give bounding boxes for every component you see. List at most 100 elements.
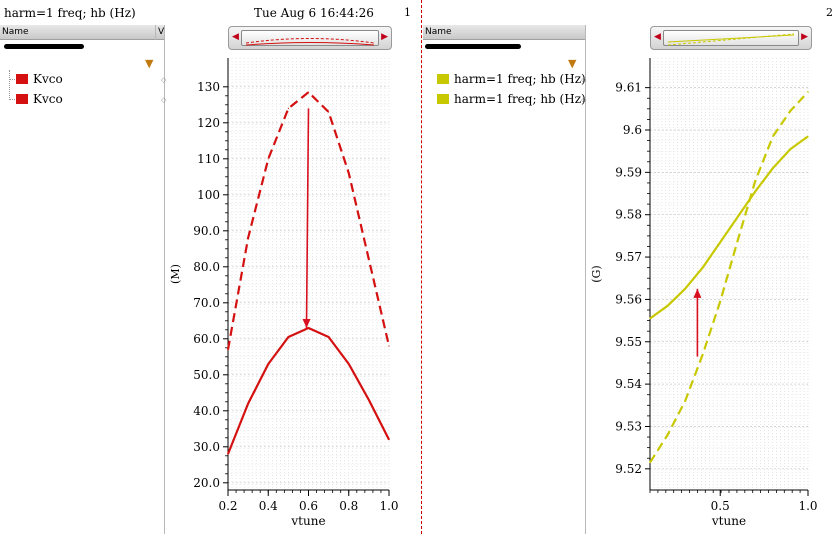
y-tick-label: 40.0 (193, 404, 220, 418)
legend-item-kvco-1[interactable]: Kvco (16, 72, 63, 86)
overview-scrollbar-1[interactable]: ◀ ▶ (228, 26, 392, 50)
data-point (328, 111, 330, 113)
data-point (287, 107, 289, 109)
scroll-right-icon[interactable]: ▶ (801, 32, 808, 42)
y-tick-label: 100 (197, 188, 220, 202)
name-column-header[interactable]: Name (425, 27, 452, 37)
legend-swatch (16, 74, 28, 84)
list-header-1[interactable]: Name V (0, 25, 164, 40)
frequency-chart[interactable]: 9.52 9.53 9.54 9.55 9.56 9.57 9.58 9.59 9.6 9.61 0… (586, 50, 836, 534)
data-point (348, 172, 350, 174)
data-point (666, 434, 669, 436)
annotation-arrow (305, 108, 310, 329)
filter-icon[interactable]: ▼ (568, 57, 577, 70)
dot-icon: ◇ (581, 96, 587, 104)
list-panel-border-2[interactable] (585, 25, 586, 534)
y-tick-label: 50.0 (193, 368, 220, 382)
filter-icon[interactable]: ▼ (145, 57, 154, 70)
legend-swatch (16, 94, 28, 104)
overview-thumbnail-1 (245, 38, 375, 46)
scroll-left-icon[interactable]: ◀ (232, 32, 239, 42)
tree-connector (9, 70, 10, 100)
data-point (737, 239, 739, 241)
list-panel-border-1[interactable] (164, 25, 165, 534)
annotation-arrowhead (302, 318, 311, 328)
data-point (719, 241, 721, 243)
x-tick-label: 0.8 (339, 499, 358, 513)
x-tick-label: 0.6 (299, 499, 318, 513)
overview-scrollbar-2[interactable]: ◀ ▶ (650, 26, 812, 50)
redacted-bar-1 (4, 44, 84, 49)
y-tick-label: 9.58 (615, 208, 642, 222)
legend-item-freq-2[interactable]: harm=1 freq; hb (Hz) (437, 92, 586, 106)
data-point (649, 461, 651, 464)
data-point (649, 317, 651, 320)
data-point (227, 453, 229, 455)
grid (227, 58, 390, 490)
y-tick-label: 120 (197, 116, 220, 130)
dot-icon: ◇ (161, 96, 167, 104)
data-point (267, 158, 269, 160)
series-line-dashed (226, 91, 391, 350)
scroll-left-icon[interactable]: ◀ (654, 32, 661, 42)
annotation-arrowhead (693, 288, 702, 298)
legend-label: Kvco (33, 72, 63, 86)
y-tick-label: 110 (197, 152, 220, 166)
overview-thumb[interactable] (241, 30, 379, 46)
x-tick-label: 1.0 (379, 499, 398, 513)
overview-thumb[interactable] (663, 30, 799, 46)
y-axis-label: (M) (169, 264, 182, 284)
data-point (684, 288, 686, 290)
x-tick-label: 0.2 (218, 499, 237, 513)
scroll-right-icon[interactable]: ▶ (381, 32, 388, 42)
column-divider[interactable] (155, 25, 156, 40)
data-point (666, 305, 669, 307)
data-point (388, 439, 390, 441)
data-point (348, 363, 350, 365)
list-header-2[interactable]: Name (423, 25, 585, 40)
grid (649, 58, 809, 490)
legend-item-freq-1[interactable]: harm=1 freq; hb (Hz) (437, 72, 586, 86)
y-axis-label: (G) (590, 265, 603, 282)
data-point (388, 345, 390, 347)
data-point (328, 336, 330, 338)
legend-label: Kvco (33, 92, 63, 106)
series-line-solid (649, 135, 809, 320)
kvco-chart[interactable]: 20.0 30.0 40.0 50.0 60.0 70.0 80.0 90.0 100 110 12… (165, 50, 421, 534)
data-point (267, 363, 269, 365)
data-point (772, 167, 774, 169)
y-tick-label: 9.6 (623, 123, 642, 137)
y-tick-label: 9.55 (615, 335, 642, 349)
panel-divider (421, 0, 422, 534)
data-point (702, 267, 704, 269)
panel-number-2: 2 (826, 6, 833, 19)
data-point (287, 336, 289, 338)
data-point (247, 237, 249, 239)
legend-swatch (437, 74, 449, 84)
timestamp: Tue Aug 6 16:44:26 (254, 6, 374, 20)
dot-icon: ◇ (161, 76, 167, 84)
redacted-bar-2 (425, 44, 521, 49)
y-tick-label: 60.0 (193, 332, 220, 346)
data-point (684, 400, 686, 402)
x-tick-label: 0.5 (711, 499, 730, 513)
legend-swatch (437, 94, 449, 104)
dot-icon: ◇ (581, 76, 587, 84)
tree-branch (9, 79, 15, 80)
overview-thumbnail-2 (667, 33, 795, 46)
series-line-dashed (649, 91, 809, 464)
tree-branch (9, 99, 15, 100)
x-axis-label: vtune (711, 514, 746, 528)
value-column-header[interactable]: V (158, 27, 165, 37)
data-point (307, 327, 310, 329)
x-tick-label: 1.0 (798, 499, 817, 513)
data-point (772, 135, 774, 137)
data-point (754, 180, 756, 182)
name-column-header[interactable]: Name (2, 27, 29, 37)
trace-title: harm=1 freq; hb (Hz) (4, 6, 136, 20)
panel-number-1: 1 (404, 6, 411, 19)
legend-item-kvco-2[interactable]: Kvco (16, 92, 63, 106)
y-tick-label: 90.0 (193, 224, 220, 238)
data-point (789, 110, 792, 112)
data-point (368, 259, 370, 261)
